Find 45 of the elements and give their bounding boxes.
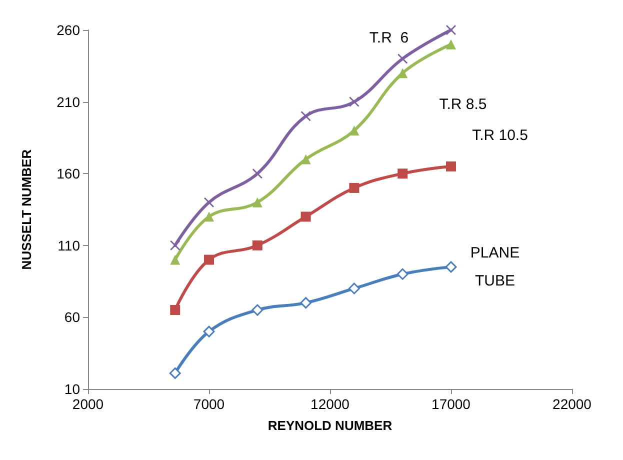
point [446,39,456,50]
text: T.R 8.5 [439,96,487,113]
point [349,96,360,107]
point [170,240,180,250]
y-axis-title: NUSSELT NUMBER [19,148,34,270]
y-tick-label: 210 [56,94,80,110]
point [252,304,264,316]
point [252,168,262,179]
point [169,367,181,379]
y-tick-label: 110 [58,237,80,254]
point [446,161,456,172]
point [396,268,408,280]
point [204,254,214,265]
series-label: T.R 6 [369,30,409,46]
point [300,154,311,164]
y-tick-label: 260 [56,22,80,38]
point [204,212,214,222]
point [445,261,457,273]
point [170,254,180,265]
x-tick-label: 17000 [432,396,471,412]
point [170,305,180,316]
point [203,326,215,338]
x-tick-label: 2000 [72,396,104,412]
y-tick-label: 60 [64,309,80,326]
point [348,282,360,294]
point [446,25,456,35]
point [349,182,360,193]
point [300,212,311,222]
y-tick-label: 160 [56,166,80,182]
point [398,168,408,179]
x-axis-title: REYNOLD NUMBER [268,418,393,433]
point [398,54,408,64]
point [300,111,311,122]
point [204,197,214,208]
point [398,68,408,78]
y-tick-label: 10 [64,381,80,397]
point [252,197,262,208]
x-tick-label: 12000 [310,396,350,412]
point [300,297,312,309]
point [252,240,262,250]
point [349,126,360,136]
x-tick-label: 7000 [193,396,225,412]
series-label: T.R 10.5 [472,126,528,144]
series-label: PLANE TUBE [470,244,520,290]
x-tick-label: 22000 [552,396,592,412]
